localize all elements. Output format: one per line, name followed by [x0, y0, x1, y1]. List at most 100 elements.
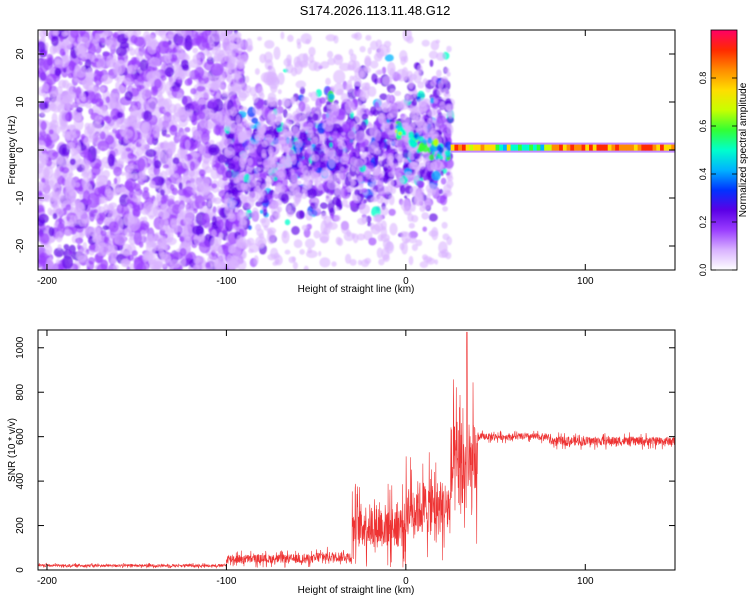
- spectrogram-blob: [417, 64, 423, 74]
- spectrogram-blob: [384, 54, 394, 62]
- spectrogram-blob: [339, 62, 352, 72]
- spectrogram-blob: [183, 225, 194, 239]
- spectrogram-blob: [431, 170, 441, 181]
- spectrogram-blob: [412, 114, 419, 124]
- spectrogram-blob: [229, 53, 236, 64]
- spectrogram-blob: [378, 112, 387, 125]
- spectrogram-blob: [436, 52, 446, 61]
- carrier-segment: [461, 144, 467, 151]
- spectrogram-blob: [136, 75, 144, 82]
- spectrogram-blob: [287, 34, 294, 43]
- spectrogram-blob: [184, 34, 193, 51]
- spectrogram-blob: [361, 188, 368, 193]
- spectrogram-blob: [180, 59, 189, 70]
- spectrogram-blob: [64, 229, 73, 237]
- spectrogram-blob: [159, 217, 169, 232]
- spectrogram-blob: [442, 88, 450, 97]
- spectrogram-blob: [154, 78, 162, 89]
- spectrogram-blob: [62, 255, 74, 270]
- spectrogram-blob: [340, 166, 345, 172]
- spectrogram-blob: [299, 210, 305, 219]
- spectrogram-blob: [227, 162, 236, 170]
- spectrogram-blob: [270, 247, 279, 259]
- spectrogram-blob: [172, 204, 181, 215]
- spectrogram-blob: [146, 98, 158, 112]
- spectrogram-blob: [64, 112, 73, 122]
- spectrogram-blob: [369, 183, 374, 190]
- carrier-segment: [615, 144, 620, 151]
- spectrogram-blob: [107, 210, 119, 223]
- spectrogram-y-ticks: -20 -10 0 10 20: [15, 48, 675, 253]
- spectrogram-blob: [429, 97, 435, 104]
- spectrogram-blob: [318, 250, 322, 257]
- spectrogram-blob: [135, 172, 147, 182]
- spectrogram-blob: [300, 33, 312, 44]
- spectrogram-blob: [207, 35, 215, 45]
- spectrogram-blob: [277, 72, 285, 85]
- spectrogram-blob: [374, 222, 384, 232]
- spectrogram-blob: [133, 113, 142, 122]
- spectrogram-blob: [169, 258, 181, 269]
- spectrogram-blob: [386, 144, 391, 151]
- spectrogram-blob: [440, 177, 447, 185]
- spectrogram-blob: [386, 113, 394, 120]
- spectrogram-blob: [301, 185, 308, 194]
- spectrogram-blob: [111, 188, 122, 196]
- spectrogram-blob: [374, 156, 378, 162]
- spectrogram-blob: [273, 46, 281, 60]
- spectrogram-blob: [342, 153, 350, 161]
- spectrogram-blob: [290, 184, 301, 196]
- spectrogram-blob: [198, 169, 206, 177]
- spectrogram-blob: [254, 68, 260, 75]
- spectrogram-blob: [208, 144, 220, 156]
- spectrogram-blob: [439, 194, 448, 206]
- spectrogram-blob: [236, 37, 243, 45]
- spectrogram-blob: [55, 259, 61, 265]
- spectrogram-blob: [254, 167, 261, 173]
- spectrogram-blob: [174, 68, 183, 81]
- colorbar-tick-label: 0.2: [698, 216, 708, 229]
- spectrogram-x-label: Height of straight line (km): [298, 284, 415, 295]
- spectrogram-blob: [94, 30, 105, 34]
- spectrogram-blob: [284, 219, 291, 226]
- carrier-segment: [506, 144, 512, 151]
- spectrogram-blob: [98, 196, 108, 204]
- spectrogram-blob: [140, 131, 150, 141]
- spectrogram-blob: [145, 235, 155, 248]
- spectrogram-blob: [176, 92, 183, 101]
- spectrogram-blob: [38, 163, 43, 174]
- spectrogram-blob: [112, 245, 118, 254]
- spectrogram-blob: [44, 165, 54, 179]
- spectrogram-blob: [326, 101, 332, 105]
- spectrogram-blob: [435, 155, 439, 161]
- spectrogram-blob: [291, 110, 302, 122]
- spectrogram-blob: [229, 204, 235, 212]
- spectrogram-blob: [261, 183, 266, 191]
- spectrogram-blob: [132, 191, 142, 205]
- spectrogram-blob: [184, 78, 193, 86]
- spectrogram-blob: [364, 257, 372, 264]
- spectrogram-blob: [169, 125, 178, 136]
- carrier-segment: [596, 144, 601, 151]
- spectrogram-blob: [100, 259, 108, 270]
- spectrogram-blob: [436, 115, 447, 124]
- spectrogram-blob: [427, 137, 433, 144]
- spectrogram-blob: [125, 147, 131, 152]
- spectrogram-blob: [396, 172, 402, 179]
- spectrogram-blob: [428, 230, 438, 237]
- spectrogram-blob: [110, 119, 120, 130]
- spectrogram-blob: [340, 93, 349, 102]
- spectrogram-blob: [177, 147, 187, 159]
- spectrogram-blob: [313, 166, 319, 172]
- spectrogram-blob: [118, 157, 125, 165]
- spectrogram-blob: [266, 193, 274, 202]
- spectrogram-blob: [87, 192, 100, 209]
- spectrogram-blob: [316, 206, 322, 213]
- carrier-segment: [476, 144, 482, 151]
- spectrogram-blob: [402, 30, 412, 42]
- spectrogram-blob: [65, 204, 72, 211]
- spectrogram-blob: [386, 139, 394, 145]
- carrier-segment: [652, 144, 657, 151]
- spectrogram-blob: [372, 167, 378, 176]
- spectrogram-blob: [48, 179, 55, 186]
